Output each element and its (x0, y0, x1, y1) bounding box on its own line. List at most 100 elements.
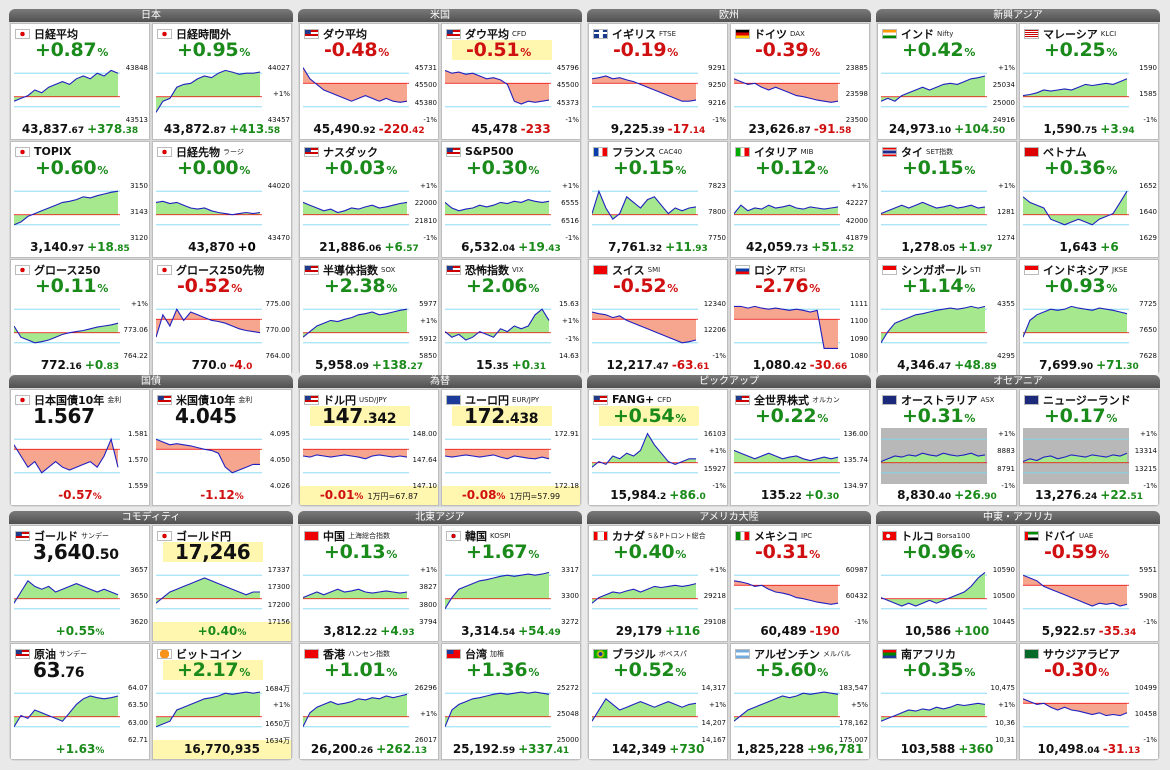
axis-label: 43457 (267, 116, 290, 124)
market-card[interactable]: タイ SET指数 +0.15% +1% 1281 1274 1,278.05 +1.97 (877, 141, 1017, 258)
market-card[interactable]: サウジアラビア -0.30% 10499 10458 -1% 10,498.04 -31.1… (1019, 643, 1159, 760)
axis-label: -1% (565, 116, 579, 124)
market-card[interactable]: 原油 サンデー 63.76 64.07 63.50 63.00 62.71 +1.63% (10, 643, 150, 760)
intraday-chart (303, 308, 409, 344)
market-card[interactable]: 米国債10年 金利 4.045 4.095 4.050 4.026 -1.12% (152, 389, 292, 506)
market-card[interactable]: アルゼンチン メルバル +5.60% 183,547 +5% 178,162 175,007… (730, 643, 870, 760)
chart-area (14, 191, 118, 225)
market-card[interactable]: ダウ平均 -0.48% 45731 45500 45380 -1% 45,490.92 -22… (299, 23, 439, 140)
jp-flag-icon (157, 530, 172, 541)
market-card[interactable]: 日経平均 +0.87% 43848 43513 43,837.67 +378.38 (10, 23, 150, 140)
percent-sign: % (675, 548, 687, 561)
percent-change: +0.12% (755, 157, 828, 182)
market-card[interactable]: グロース250先物 -0.52% 775.00 770.00 764.00 770.0 -4… (152, 259, 292, 375)
market-card[interactable]: インド Nifty +0.42% +1% 25034 25000 24916 24,973.1… (877, 23, 1017, 140)
market-card[interactable]: 全世界株式 オルカン +0.22% 136.00 135.74 134.97 135.22 +… (730, 389, 870, 506)
market-card[interactable]: シンガポール STI +1.14% 4355 4295 4,346.47 +48.89 (877, 259, 1017, 375)
market-card[interactable]: 香港 ハンセン指数 +1.01% 26296 +1% 26017 26,200.26 +262… (299, 643, 439, 760)
market-subtitle: KLCI (1100, 29, 1117, 38)
market-card[interactable]: 日経先物 ラージ +0.00% 44020 43470 43,870 +0 (152, 141, 292, 258)
market-card[interactable]: 中国 上海総合指数 +0.13% +1% 3827 3800 3794 3,812.22 +4.… (299, 525, 439, 642)
price-change: +0 (237, 240, 255, 254)
market-card[interactable]: ナスダック +0.03% +1% 22000 21810 -1% 21,886.06 +6.5… (299, 141, 439, 258)
intraday-chart (734, 305, 840, 349)
percent-sign: % (528, 164, 540, 177)
axis-label: 1590 (1139, 64, 1157, 72)
percent-sign: % (239, 666, 251, 679)
percent-change: +0.40% (156, 624, 288, 639)
price-change-int: +54 (518, 624, 545, 638)
percent-sign: % (964, 282, 976, 295)
kr-flag-icon (446, 530, 461, 541)
market-card[interactable]: イギリス FTSE -0.19% 9291 9250 9216 -1% 9,225.39 -17… (588, 23, 728, 140)
axis-label: 44027 (267, 64, 290, 72)
market-card[interactable]: 恐怖指数 VIX +2.06% 15.63 +1% -1% 14.63 15.35 +0.31 (441, 259, 581, 375)
percent-change-value: +2.17 (177, 659, 239, 681)
market-card[interactable]: ゴールド サンデー 3,640.50 3657 3650 3620 +0.55% (10, 525, 150, 642)
axis-label: 6516 (561, 216, 579, 225)
axis-label: 43848 (125, 64, 148, 72)
price-change-int: +71 (1096, 358, 1123, 372)
price-value: 5,958 (315, 358, 353, 372)
market-card[interactable]: グロース250 +0.11% +1% 773.06 764.22 772.16 +0.83 (10, 259, 150, 375)
market-card[interactable]: オーストラリア ASX +0.31% +1% 8883 8791 -1% 8,830.40 +2… (877, 389, 1017, 506)
price-frac: .87 (210, 126, 227, 136)
market-subtitle: メルバル (822, 649, 851, 658)
market-card[interactable]: ベトナム +0.36% 1652 1640 1629 1,643 +6 (1019, 141, 1159, 258)
percent-change-value: +2.38 (324, 275, 386, 297)
market-card[interactable]: 台湾 加権 +1.36% 25272 25048 25000 25,192.59 +337.4… (441, 643, 581, 760)
market-card[interactable]: 日経時間外 +0.95% 44027 +1% 43457 43,872.87 +413.58 (152, 23, 292, 140)
market-card[interactable]: フランス CAC40 +0.15% 7823 7800 7750 7,761.32 +11.9… (588, 141, 728, 258)
market-card[interactable]: 南アフリカ +0.35% 10,475 +1% 10,36 10,31 103,588 +36… (877, 643, 1017, 760)
market-card[interactable]: 日本国債10年 金利 1.567 1.581 1.570 1.559 -0.57% (10, 389, 150, 506)
market-card[interactable]: カナダ S＆Pトロント総合 +0.40% +1% 29218 29108 29,179 +11… (588, 525, 728, 642)
market-card[interactable]: スイス SMI -0.52% 12340 12206 -1% 12,217.47 -63.61 (588, 259, 728, 375)
market-card[interactable]: ドル円 USD/JPY 147.342 148.00 147.64 147.10 -0.01… (299, 389, 439, 506)
market-card[interactable]: ニュージーランド +0.17% +1% 13314 13215 -1% 13,276.24 +… (1019, 389, 1159, 506)
price-value: 43,837 (21, 122, 69, 136)
percent-change: +0.52% (613, 659, 686, 684)
price-line (1023, 452, 1128, 463)
chart-area (156, 309, 260, 338)
market-card[interactable]: インドネシア JKSE +0.93% 7725 7650 7628 7,699.90 +71.… (1019, 259, 1159, 375)
price-change: -220.42 (379, 122, 425, 136)
price-change: +26.90 (954, 488, 997, 502)
price-footer: 24,973.10 +104.50 (881, 122, 1013, 137)
axis-label: 147.10 (412, 482, 438, 490)
market-card[interactable]: ドイツ DAX -0.39% 23885 23598 23500 23,626.87 -91.… (730, 23, 870, 140)
us-flag-icon (304, 28, 319, 39)
price-footer: 23,626.87 -91.58 (734, 122, 866, 137)
market-card[interactable]: ロシア RTSI -2.76% 1111 1100 1090 1080 1,080.42 -30… (730, 259, 870, 375)
market-card[interactable]: ブラジル ボベスパ +0.52% 14,317 +1% 14,207 14,167 142,3… (588, 643, 728, 760)
us-flag-icon (446, 264, 461, 275)
percent-change-value: +0.60 (35, 157, 97, 179)
market-card[interactable]: 半導体指数 SOX +2.38% 5977 +1% 5912 5850 5,958.09 +13… (299, 259, 439, 375)
axis-label: +5% (851, 701, 868, 710)
market-card[interactable]: FANG+ CFD +0.54% 16103 +1% 15927 -1% 15,984.2 +8… (588, 389, 728, 506)
level-int: 3,640 (33, 540, 95, 564)
market-card[interactable]: ユーロ円 EUR/JPY 172.438 172.91 172.18 -0.08% 1万円=… (441, 389, 581, 506)
price-line (156, 577, 260, 604)
chart-area (881, 572, 985, 606)
percent-change: +0.31% (902, 405, 975, 430)
market-card[interactable]: 韓国 KOSPI +1.67% 3317 3300 3272 3,314.54 +54.49 (441, 525, 581, 642)
percent-sign: % (675, 666, 687, 679)
market-card[interactable]: ゴールド円 17,246 17337 17300 17200 17156 +0.40% (152, 525, 292, 642)
price-line (592, 697, 697, 722)
market-card[interactable]: イタリア MIB +0.12% +1% 42227 42000 41879 42,059.73… (730, 141, 870, 258)
market-card[interactable]: トルコ Borsa100 +0.96% 10590 10500 10445 10,586 +1… (877, 525, 1017, 642)
price-change: -190 (810, 624, 840, 638)
market-card[interactable]: ビットコイン +2.17% 1684万 +1% 1650万 1634万 16,770,935 (152, 643, 292, 760)
market-card[interactable]: マレーシア KLCI +0.25% 1590 1585 -1% 1,590.75 +3.94 (1019, 23, 1159, 140)
price-line (156, 438, 260, 474)
axis-label: 136.00 (843, 430, 869, 438)
axis-label: 12340 (703, 300, 726, 308)
market-card[interactable]: TOPIX +0.60% 3150 3143 3120 3,140.97 +18.85 (10, 141, 150, 258)
market-subtitle: 上海総合指数 (348, 531, 390, 540)
market-card[interactable]: メキシコ IPC -0.31% 60987 60432 -1% 60,489 -190 (730, 525, 870, 642)
price-change: +4.93 (380, 624, 414, 638)
market-card[interactable]: ダウ平均 CFD -0.51% 45796 45500 45373 -1% 45,478 -23… (441, 23, 581, 140)
us-flag-icon (15, 648, 30, 659)
market-card[interactable]: ドバイ UAE -0.59% 5951 5908 -1% 5,922.57 -35.34 (1019, 525, 1159, 642)
market-card[interactable]: S&P500 +0.30% +1% 6555 6516 -1% 6,532.04 +19.43 (441, 141, 581, 258)
